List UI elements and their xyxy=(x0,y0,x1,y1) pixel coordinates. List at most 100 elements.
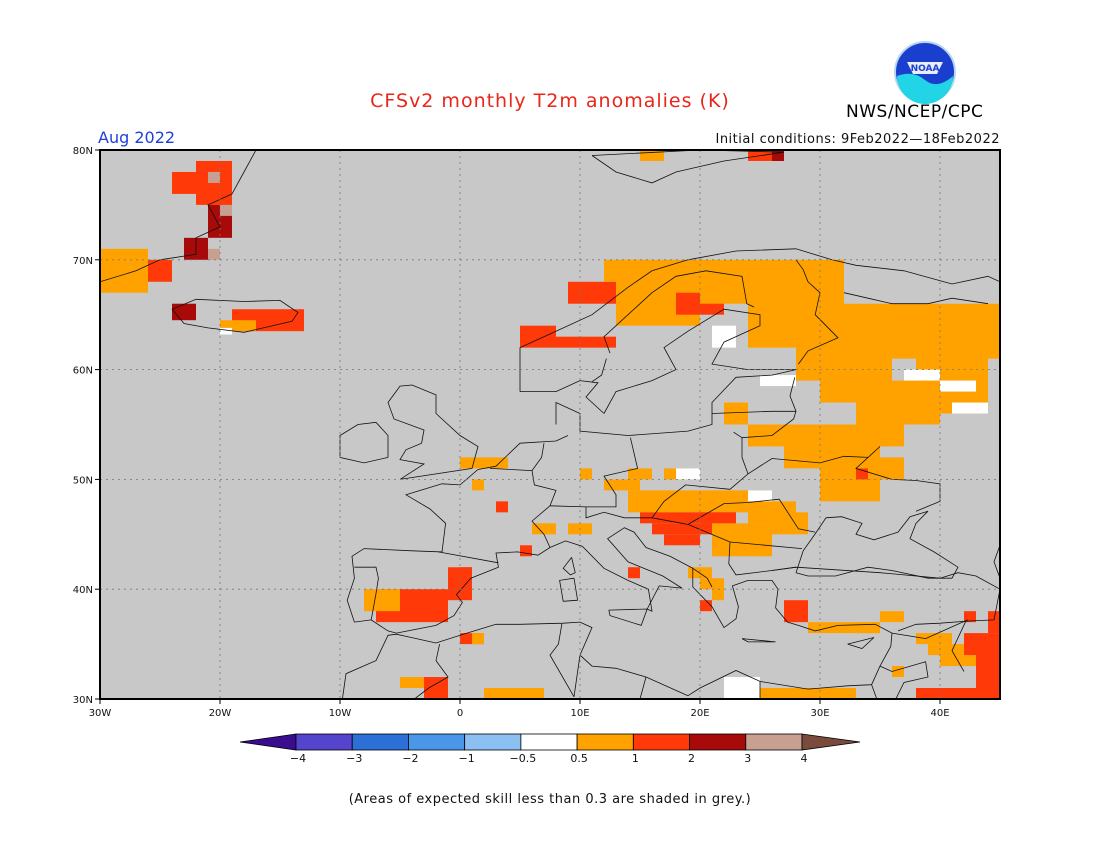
colorbar-label: −0.5 xyxy=(510,752,537,765)
noaa-logo-text: NOAA xyxy=(911,64,940,74)
anomaly-cell xyxy=(676,468,700,480)
lon-tick-label: 0 xyxy=(457,708,463,719)
coastline-path xyxy=(639,676,647,699)
anomaly-cell xyxy=(220,320,256,332)
anomaly-cell xyxy=(820,347,892,403)
coastline-path xyxy=(705,270,755,308)
anomaly-cell xyxy=(220,327,232,335)
coastline-path xyxy=(847,637,875,649)
coastline-path xyxy=(562,557,576,576)
coastline-path xyxy=(339,421,389,464)
coastline-path xyxy=(951,619,967,672)
colorbar-segment xyxy=(576,733,634,751)
coastline-path xyxy=(871,661,929,699)
anomaly-cell xyxy=(712,589,724,601)
colorbar-label: 3 xyxy=(744,752,751,765)
anomaly-cell xyxy=(580,468,592,480)
anomaly-cell xyxy=(880,611,904,623)
anomaly-cell xyxy=(964,611,976,623)
coastline-path xyxy=(346,435,893,697)
anomaly-cell xyxy=(700,512,736,524)
coastline-path xyxy=(520,380,605,414)
coastline-path xyxy=(414,644,449,699)
anomaly-cell xyxy=(628,468,652,480)
anomaly-cell xyxy=(784,600,808,623)
colorbar-segment xyxy=(689,733,747,751)
anomaly-cell xyxy=(904,369,940,381)
lat-tick-label: 40N xyxy=(73,585,93,596)
coastline-path xyxy=(100,150,257,283)
colorbar-segment xyxy=(745,733,803,751)
coastline-path xyxy=(692,567,713,588)
coastline-path xyxy=(891,619,968,640)
anomaly-cell xyxy=(928,644,964,656)
coastlines xyxy=(100,150,1000,699)
anomaly-cell xyxy=(880,457,904,480)
anomaly-cell xyxy=(712,325,736,348)
anomaly-cell xyxy=(856,622,880,634)
coastline-path xyxy=(741,377,797,439)
anomaly-cell xyxy=(460,457,484,469)
anomaly-cell xyxy=(424,677,448,699)
colorbar-label: 0.5 xyxy=(570,752,588,765)
noaa-logo: NOAA xyxy=(894,41,956,104)
coastline-path xyxy=(843,292,989,305)
coastline-path xyxy=(771,566,1000,632)
anomaly-cell xyxy=(724,402,748,425)
anomaly-cell xyxy=(940,380,976,392)
coastline-path xyxy=(549,623,575,697)
anomaly-cell xyxy=(520,325,556,348)
colorbar-segment xyxy=(464,733,522,751)
anomaly-cell xyxy=(652,523,736,535)
lon-tick-label: 40E xyxy=(930,708,949,719)
lon-tick-label: 20W xyxy=(209,708,232,719)
lat-tick-label: 60N xyxy=(73,366,93,377)
coastline-path xyxy=(795,510,959,579)
colorbar-label: −3 xyxy=(346,752,362,765)
coastline-path xyxy=(438,551,499,564)
lon-tick-label: 30W xyxy=(89,708,112,719)
coastline-path xyxy=(342,621,581,699)
coastline-path xyxy=(741,638,776,643)
colorbar-segment xyxy=(632,733,690,751)
anomaly-cell xyxy=(532,523,556,535)
anomaly-cell xyxy=(520,545,532,557)
anomaly-cell xyxy=(712,523,772,557)
anomaly-cell xyxy=(472,633,484,645)
anomaly-cell xyxy=(148,259,172,282)
anomaly-cell xyxy=(220,204,232,216)
anomaly-cell xyxy=(976,644,1000,689)
coastline-path xyxy=(531,443,545,471)
lon-tick-label: 10W xyxy=(329,708,352,719)
coastline-path xyxy=(795,259,839,365)
anomaly-cell xyxy=(856,468,868,480)
anomaly-cell xyxy=(760,375,796,387)
anomaly-cell xyxy=(772,150,784,161)
map-title: CFSv2 monthly T2m anomalies (K) xyxy=(370,90,730,112)
anomaly-cell xyxy=(208,171,220,183)
colorbar-segment xyxy=(520,733,578,751)
coastline-path xyxy=(711,410,796,414)
lat-tick-label: 50N xyxy=(73,475,93,486)
anomaly-cell xyxy=(988,611,1000,634)
lat-tick-label: 70N xyxy=(73,256,93,267)
colorbar-segment xyxy=(408,733,466,751)
coastline-path xyxy=(559,577,579,602)
colorbar-segment xyxy=(351,733,409,751)
colorbar-label: −1 xyxy=(459,752,475,765)
colorbar-label: 1 xyxy=(632,752,639,765)
coastline-path xyxy=(354,566,379,620)
anomaly-cell xyxy=(700,600,712,612)
anomaly-cell xyxy=(628,567,640,579)
anomaly-cell xyxy=(484,688,544,699)
coastline-path xyxy=(608,608,648,626)
colorbar-max-arrow xyxy=(801,733,861,751)
anomaly-cell xyxy=(664,534,700,546)
lon-tick-label: 20E xyxy=(690,708,709,719)
valid-month-label: Aug 2022 xyxy=(98,128,176,147)
anomaly-cell xyxy=(628,490,772,513)
lat-tick-label: 30N xyxy=(73,695,93,706)
anomaly-cell xyxy=(892,380,940,425)
coastline-path xyxy=(573,655,581,697)
